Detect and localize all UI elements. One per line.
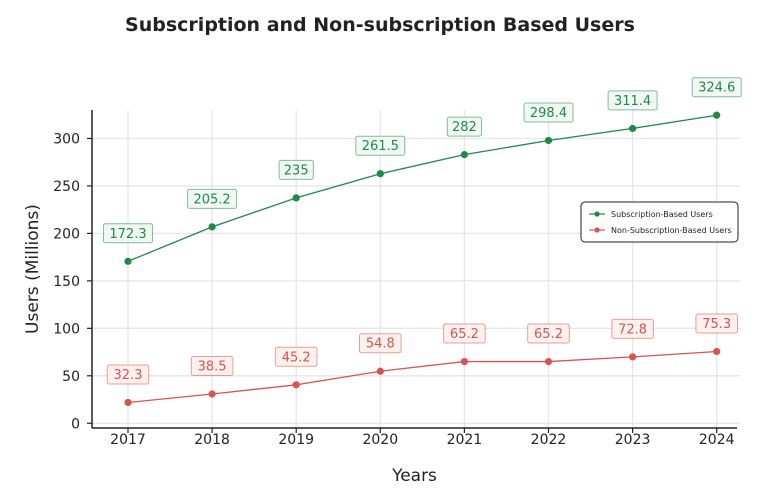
legend-label: Non-Subscription-Based Users (611, 226, 732, 235)
y-tick-label: 250 (53, 179, 80, 195)
data-label-box (359, 333, 402, 354)
data-label-box (607, 90, 658, 111)
data-point (460, 357, 468, 366)
y-tick-label: 100 (53, 321, 80, 337)
data-label: 298.4 (530, 106, 567, 121)
data-label-box (446, 116, 482, 137)
x-tick-label: 2023 (615, 432, 651, 448)
data-label-box (443, 323, 486, 344)
y-axis-label: Users (Millions) (23, 204, 43, 334)
x-ticks: 2017 2018 2019 2020 2021 2022 2023 2024 (110, 428, 735, 448)
data-point (124, 257, 132, 265)
x-tick-label: 2017 (110, 432, 146, 448)
data-label-box (355, 135, 406, 156)
legend-marker (594, 227, 600, 233)
x-tick-label: 2018 (194, 432, 230, 448)
data-label: 235 (284, 163, 309, 178)
series-1: 32.3 38.5 45.2 54.8 65.2 65.2 72.8 75.3 (106, 313, 739, 407)
series-0: 172.3 205.2 235 261.5 282 298.4 311.4 324.6 (103, 77, 742, 265)
data-label-box (695, 313, 739, 334)
x-tick-label: 2024 (699, 432, 735, 448)
data-point (713, 111, 721, 119)
data-label: 38.5 (198, 360, 227, 375)
data-point (544, 357, 553, 366)
data-label: 172.3 (109, 227, 146, 242)
data-point (460, 151, 468, 159)
data-point (713, 347, 721, 356)
data-point (124, 398, 132, 407)
chart-title: Subscription and Non-subscription Based … (125, 14, 635, 36)
data-label: 311.4 (614, 94, 651, 109)
data-label: 65.2 (450, 327, 479, 342)
data-point (292, 194, 300, 202)
x-tick-label: 2022 (531, 432, 567, 448)
data-point (376, 170, 384, 178)
data-label-box (103, 223, 153, 244)
data-label-box (611, 318, 654, 339)
y-tick-label: 50 (62, 369, 80, 385)
series-line (127, 350, 717, 404)
y-tick-label: 300 (53, 131, 80, 147)
y-tick-label: 200 (53, 226, 80, 242)
data-label: 45.2 (282, 350, 311, 365)
data-point (544, 136, 553, 145)
data-label-box (691, 77, 742, 98)
data-label-box (278, 159, 314, 180)
data-point (629, 124, 637, 133)
x-axis-label: Years (391, 466, 437, 486)
data-point (376, 367, 384, 375)
y-tick-label: 0 (71, 416, 80, 432)
data-point (292, 381, 300, 389)
data-label: 65.2 (534, 327, 563, 342)
x-tick-label: 2020 (362, 432, 398, 448)
y-ticks: 0 50 100 150 200 250 300 (53, 131, 92, 432)
data-label: 205.2 (193, 192, 230, 207)
grid (92, 110, 740, 428)
legend: Subscription-Based Users Non-Subscription… (580, 201, 739, 243)
axes (91, 110, 737, 429)
data-label: 72.8 (618, 322, 647, 337)
series-line (127, 114, 717, 262)
y-tick-label: 150 (53, 274, 80, 290)
data-label-box (106, 364, 150, 385)
data-label: 261.5 (362, 139, 399, 154)
data-point (208, 223, 216, 231)
data-label: 54.8 (366, 337, 395, 352)
legend-box (580, 201, 739, 243)
x-tick-label: 2019 (278, 432, 314, 448)
legend-label: Subscription-Based Users (611, 210, 713, 219)
data-label-box (527, 323, 570, 344)
data-label: 282 (452, 120, 477, 135)
data-point (629, 353, 637, 361)
data-label-box (523, 102, 574, 123)
data-label-box (190, 356, 234, 377)
data-label: 75.3 (702, 317, 731, 332)
x-tick-label: 2021 (447, 432, 483, 448)
data-label-box (187, 188, 238, 209)
data-label: 324.6 (698, 81, 735, 96)
data-point (208, 390, 216, 398)
data-label: 32.3 (114, 368, 143, 383)
legend-marker (594, 211, 600, 217)
series-layer: 172.3 205.2 235 261.5 282 298.4 311.4 324.6 32.3… (103, 77, 742, 407)
data-label-box (274, 346, 318, 367)
